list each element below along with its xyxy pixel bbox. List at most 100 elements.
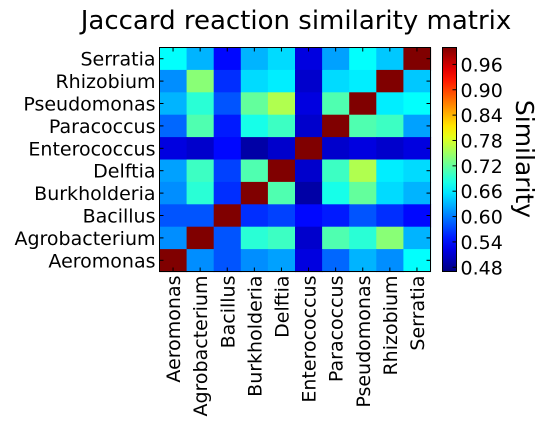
heatmap-cell (349, 70, 377, 93)
heatmap-cell (241, 160, 269, 183)
heatmap-cell (187, 137, 215, 160)
colorbar-tick-label: 0.66 (461, 181, 503, 203)
heatmap-cells (160, 48, 432, 273)
colorbar-tick-label: 0.72 (461, 156, 503, 178)
chart-title: Jaccard reaction similarity matrix (79, 6, 512, 36)
heatmap-cell (376, 227, 404, 250)
heatmap-cell (322, 92, 350, 115)
colorbar-tick-label: 0.54 (461, 232, 503, 254)
y-tick-label: Aeromonas (48, 250, 155, 272)
heatmap-cell (322, 115, 350, 138)
heatmap-cell (295, 115, 323, 138)
heatmap-cell (160, 227, 188, 250)
heatmap-cell (376, 137, 404, 160)
heatmap-cell (322, 70, 350, 93)
x-tick-label: Agrobacterium (190, 276, 212, 417)
colorbar-tick-label: 0.90 (461, 80, 503, 102)
colorbar-tick-label: 0.78 (461, 130, 503, 152)
x-tick-label: Pseudomonas (353, 276, 375, 408)
heatmap-cell (295, 227, 323, 250)
colorbar-tick-label: 0.48 (461, 257, 503, 279)
heatmap-cell (160, 160, 188, 183)
heatmap-cell (268, 227, 296, 250)
colorbar-tick-label: 0.84 (461, 105, 503, 127)
heatmap-cell (241, 204, 269, 227)
heatmap-cell (268, 92, 296, 115)
heatmap-cell (349, 92, 377, 115)
heatmap-cell (160, 70, 188, 93)
heatmap-cell (376, 160, 404, 183)
heatmap-cell (160, 92, 188, 115)
heatmap-cell (241, 70, 269, 93)
heatmap-cell (241, 182, 269, 205)
heatmap-cell (214, 115, 242, 138)
y-tick-label: Agrobacterium (14, 228, 155, 250)
heatmap-cell (187, 160, 215, 183)
heatmap-cell (376, 70, 404, 93)
heatmap-cell (322, 137, 350, 160)
heatmap-cell (241, 137, 269, 160)
heatmap-cell (187, 92, 215, 115)
y-tick-label: Rhizobium (55, 71, 155, 93)
colorbar-tick-label: 0.96 (461, 54, 503, 76)
heatmap-cell (187, 227, 215, 250)
y-tick-label: Burkholderia (34, 183, 155, 205)
heatmap-cell (268, 182, 296, 205)
heatmap-cell (295, 137, 323, 160)
heatmap-cell (349, 182, 377, 205)
y-tick-label: Enterococcus (28, 138, 155, 160)
x-tick-label: Serratia (407, 276, 429, 351)
heatmap-cell (187, 182, 215, 205)
y-tick-label: Serratia (80, 49, 155, 71)
heatmap-cell (376, 92, 404, 115)
heatmap-cell (322, 182, 350, 205)
x-tick-label: Aeromonas (163, 276, 185, 383)
colorbar (443, 48, 457, 272)
y-tick-label: Delftia (93, 161, 155, 183)
heatmap-cell (349, 115, 377, 138)
colorbar-ticks: 0.48 0.54 0.60 0.66 0.72 0.78 0.84 0.90 0.96 (453, 54, 503, 279)
heatmap-cell (160, 182, 188, 205)
heatmap-cell (160, 204, 188, 227)
heatmap-cell (268, 70, 296, 93)
heatmap-cell (268, 160, 296, 183)
heatmap-cell (322, 227, 350, 250)
heatmap-cell (268, 115, 296, 138)
heatmap-cell (187, 115, 215, 138)
heatmap-cell (295, 160, 323, 183)
x-tick-label: Rhizobium (380, 276, 402, 376)
heatmap-cell (268, 204, 296, 227)
x-tick-label: Paracoccus (326, 276, 348, 383)
heatmap-cell (187, 70, 215, 93)
heatmap-cell (349, 227, 377, 250)
heatmap-cell (241, 92, 269, 115)
heatmap-cell (349, 204, 377, 227)
colorbar-tick-label: 0.60 (461, 207, 503, 229)
heatmap-cell (322, 204, 350, 227)
heatmap-cell (268, 137, 296, 160)
heatmap-cell (322, 160, 350, 183)
x-tick-label: Delftia (271, 276, 293, 338)
heatmap-cell (241, 227, 269, 250)
y-tick-label: Bacillus (83, 206, 156, 228)
heatmap-cell (214, 182, 242, 205)
heatmap-cell (187, 204, 215, 227)
heatmap-cell (160, 115, 188, 138)
heatmap-cell (214, 227, 242, 250)
heatmap-cell (295, 70, 323, 93)
heatmap-cell (214, 137, 242, 160)
heatmap-cell (376, 182, 404, 205)
heatmap-cell (214, 92, 242, 115)
heatmap-cell (241, 115, 269, 138)
y-tick-label: Paracoccus (49, 116, 156, 138)
heatmap-cell (349, 137, 377, 160)
heatmap-cell (295, 182, 323, 205)
heatmap-cell (349, 160, 377, 183)
x-tick-label: Bacillus (217, 276, 239, 349)
heatmap-cell (295, 204, 323, 227)
x-tick-label: Enterococcus (299, 276, 321, 403)
heatmap-cell (295, 92, 323, 115)
heatmap-cell (376, 115, 404, 138)
heatmap-cell (160, 137, 188, 160)
y-tick-label: Pseudomonas (23, 94, 155, 116)
